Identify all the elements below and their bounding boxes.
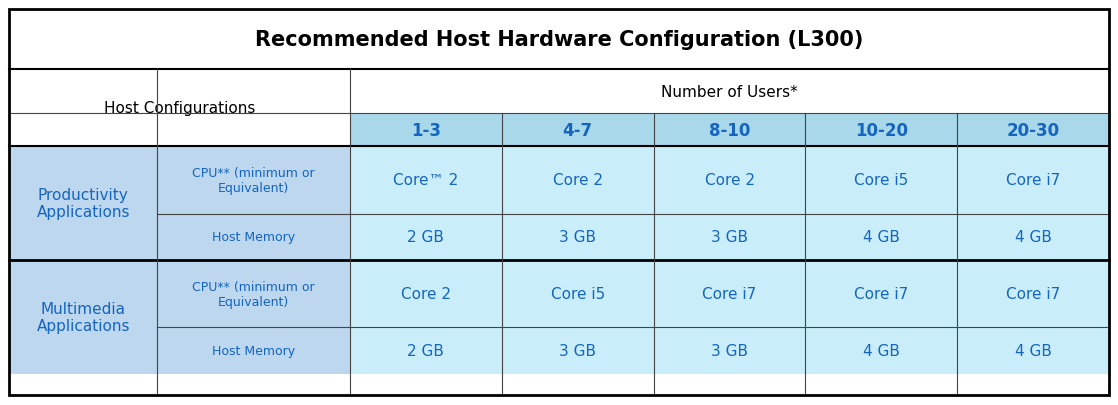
Text: 2 GB: 2 GB [407, 343, 444, 358]
Bar [805, 328, 957, 374]
Text: Recommended Host Hardware Configuration (L300): Recommended Host Hardware Configuration … [255, 30, 863, 50]
Text: Productivity
Applications: Productivity Applications [37, 187, 130, 220]
Bar [158, 214, 350, 260]
Text: 4 GB: 4 GB [863, 230, 900, 245]
Text: 1-3: 1-3 [411, 122, 440, 139]
Text: Core i7: Core i7 [702, 286, 757, 301]
Bar [805, 114, 957, 147]
Bar [350, 147, 502, 214]
Text: Host Memory: Host Memory [212, 344, 295, 357]
Bar [502, 147, 654, 214]
Text: 3 GB: 3 GB [711, 343, 748, 358]
Text: Core i5: Core i5 [854, 173, 909, 188]
Bar [502, 260, 654, 328]
Text: CPU** (minimum or
Equivalent): CPU** (minimum or Equivalent) [192, 280, 315, 308]
Text: Core 2: Core 2 [401, 286, 451, 301]
Text: 4-7: 4-7 [562, 122, 593, 139]
Bar [805, 147, 957, 214]
Text: Core i7: Core i7 [1006, 286, 1060, 301]
Text: 4 GB: 4 GB [1015, 343, 1052, 358]
Text: Core i7: Core i7 [854, 286, 909, 301]
Text: CPU** (minimum or
Equivalent): CPU** (minimum or Equivalent) [192, 166, 315, 194]
Text: 8-10: 8-10 [709, 122, 750, 139]
Bar [957, 260, 1109, 328]
Bar [654, 147, 805, 214]
Bar [158, 260, 350, 328]
Bar [502, 114, 654, 147]
Bar [502, 214, 654, 260]
Text: 3 GB: 3 GB [711, 230, 748, 245]
Bar [350, 260, 502, 328]
Bar [957, 114, 1109, 147]
Bar [350, 214, 502, 260]
Text: 2 GB: 2 GB [407, 230, 444, 245]
Text: Number of Users*: Number of Users* [661, 84, 798, 99]
Text: Host Memory: Host Memory [212, 230, 295, 244]
Bar [9, 147, 158, 260]
Text: 3 GB: 3 GB [559, 343, 596, 358]
Text: Core i5: Core i5 [550, 286, 605, 301]
Text: 10-20: 10-20 [855, 122, 908, 139]
Bar [9, 10, 1109, 70]
Bar [350, 70, 1109, 114]
Text: 4 GB: 4 GB [863, 343, 900, 358]
Bar [654, 328, 805, 374]
Text: 4 GB: 4 GB [1015, 230, 1052, 245]
Bar [805, 260, 957, 328]
Bar [350, 328, 502, 374]
Text: Host Configurations: Host Configurations [104, 101, 255, 116]
Bar [158, 147, 350, 214]
Bar [654, 114, 805, 147]
Text: 3 GB: 3 GB [559, 230, 596, 245]
Text: Core i7: Core i7 [1006, 173, 1060, 188]
Bar [502, 328, 654, 374]
Bar [654, 260, 805, 328]
Bar [805, 214, 957, 260]
Text: Core™ 2: Core™ 2 [394, 173, 458, 188]
Bar [350, 114, 502, 147]
Bar [158, 328, 350, 374]
Bar [957, 328, 1109, 374]
Text: 20-30: 20-30 [1006, 122, 1060, 139]
Text: Multimedia
Applications: Multimedia Applications [37, 301, 130, 333]
Bar [957, 214, 1109, 260]
Bar [654, 214, 805, 260]
Text: Core 2: Core 2 [704, 173, 755, 188]
Bar [957, 147, 1109, 214]
Bar [9, 70, 350, 147]
Bar [9, 260, 158, 374]
Text: Core 2: Core 2 [552, 173, 603, 188]
